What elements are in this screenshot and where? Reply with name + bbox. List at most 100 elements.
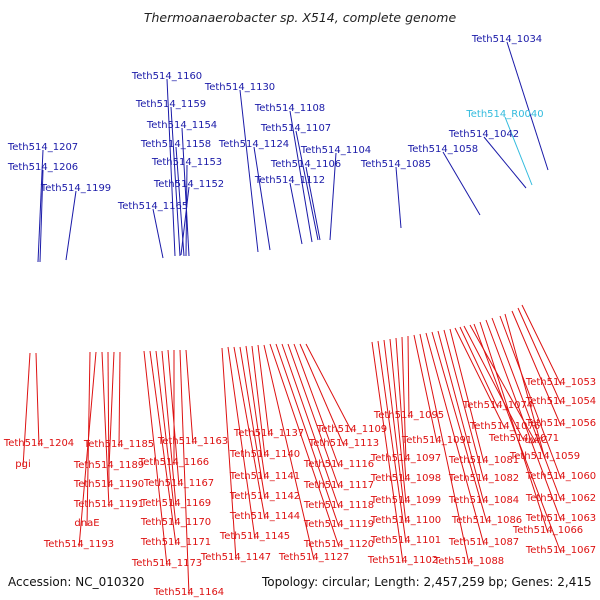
- label-leader-line: [463, 325, 525, 442]
- top-gene-label: Teth514_1108: [254, 103, 325, 114]
- bottom-gene-label: Teth514_1147: [200, 552, 271, 563]
- label-leader-line: [305, 343, 353, 433]
- bottom-gene-label: Teth514_1088: [433, 556, 504, 567]
- bottom-gene-label: Teth514_1185: [83, 439, 154, 450]
- top-gene-label: Teth514_1206: [7, 162, 78, 173]
- top-gene-label: Teth514_1042: [448, 129, 519, 140]
- label-leader-line: [161, 350, 177, 507]
- top-gene-label: Teth514_1107: [260, 123, 331, 134]
- top-gene-label: Teth514_1159: [135, 99, 206, 110]
- label-leader-line: [108, 351, 115, 469]
- top-gene-label: Teth514_1058: [407, 144, 478, 155]
- label-leader-line: [287, 343, 340, 489]
- label-leader-line: [22, 352, 31, 468]
- label-leader-line: [143, 350, 168, 567]
- label-leader-line: [425, 332, 485, 546]
- bottom-gene-label: Teth514_1081: [448, 455, 519, 466]
- label-leader-line: [289, 182, 303, 245]
- label-leader-line: [491, 317, 562, 502]
- label-leader-line: [499, 315, 562, 480]
- label-leader-line: [383, 339, 407, 524]
- label-leader-line: [407, 335, 410, 419]
- label-leader-line: [253, 146, 271, 251]
- label-leader-lines: [22, 41, 562, 596]
- bottom-gene-label: Teth514_1120: [303, 539, 374, 550]
- label-leader-line: [180, 186, 190, 256]
- bottom-gene-label: Teth514_1141: [229, 471, 300, 482]
- bottom-gene-label: Teth514_1056: [525, 418, 596, 429]
- bottom-gene-label: Teth514_1060: [525, 471, 596, 482]
- label-leader-line: [454, 327, 506, 430]
- bottom-gene-label: Teth514_1163: [157, 436, 228, 447]
- bottom-gene-label: Teth514_1084: [448, 495, 519, 506]
- label-leader-line: [35, 352, 40, 447]
- label-leader-line: [506, 41, 549, 171]
- label-leader-line: [155, 350, 177, 526]
- top-gene-label: Teth514_1154: [146, 120, 217, 131]
- bottom-gene-label: Teth514_1204: [3, 438, 74, 449]
- bottom-gene-label: Teth514_1074: [462, 400, 533, 411]
- label-leader-line: [78, 351, 97, 548]
- label-leader-line: [251, 345, 266, 458]
- bottom-gene-label: Teth514_1100: [370, 515, 441, 526]
- bottom-gene-label: Teth514_1191: [73, 499, 144, 510]
- label-leader-line: [289, 110, 313, 243]
- bottom-gene-label: Teth514_1054: [525, 396, 596, 407]
- bottom-gene-label: Teth514_1095: [373, 410, 444, 421]
- bottom-gene-label: Teth514_1193: [43, 539, 114, 550]
- label-leader-line: [179, 349, 190, 596]
- bottom-gene-label: Teth514_1117: [303, 480, 374, 491]
- label-leader-line: [269, 343, 340, 548]
- bottom-gene-label: Teth514_1118: [303, 500, 374, 511]
- label-leader-line: [419, 333, 470, 565]
- label-leader-line: [101, 351, 110, 508]
- label-leader-line: [395, 337, 407, 482]
- label-leader-line: [293, 343, 340, 468]
- label-leader-line: [299, 343, 345, 447]
- top-gene-label: Teth514_1152: [153, 179, 224, 190]
- top-gene-label: Teth514_1207: [7, 142, 78, 153]
- bottom-gene-label: Teth514_1067: [525, 545, 596, 556]
- bottom-gene-label: Teth514_1071: [488, 433, 559, 444]
- bottom-gene-label: Teth514_1190: [73, 479, 144, 490]
- genome-title: Thermoanaerobacter sp. X514, complete ge…: [144, 10, 457, 25]
- bottom-gene-label: Teth514_1097: [370, 453, 441, 464]
- top-gene-label: Teth514_1106: [270, 159, 341, 170]
- label-leader-line: [166, 78, 176, 257]
- bottom-gene-label: Teth514_1062: [525, 493, 596, 504]
- bottom-gene-label: Teth514_1164: [153, 587, 224, 598]
- label-leader-line: [233, 346, 266, 520]
- bottom-gene-label: Teth514_1144: [229, 511, 300, 522]
- bottom-gene-label: Teth514_1086: [451, 515, 522, 526]
- bottom-gene-label: Teth514_1166: [138, 457, 209, 468]
- bottom-gene-label: Teth514_1169: [140, 498, 211, 509]
- bottom-gene-label: Teth514_1066: [512, 525, 583, 536]
- label-leader-line: [281, 343, 340, 509]
- bottom-gene-label: pgi: [15, 459, 30, 470]
- label-leader-line: [152, 208, 164, 259]
- label-leader-line: [479, 321, 549, 534]
- label-leader-line: [442, 151, 481, 216]
- bottom-gene-label: Teth514_1109: [316, 424, 387, 435]
- label-leader-line: [257, 344, 270, 437]
- label-leader-line: [329, 152, 337, 241]
- top-gene-label: Teth514_1112: [254, 175, 325, 186]
- label-leader-line: [459, 326, 499, 409]
- label-leader-line: [275, 343, 340, 528]
- top-gene-label: Teth514_1034: [471, 34, 542, 45]
- genome-summary-text: Topology: circular; Length: 2,457,259 bp…: [261, 575, 592, 589]
- label-leader-line: [239, 89, 259, 253]
- label-leader-line: [449, 328, 485, 464]
- label-leader-line: [395, 166, 402, 229]
- top-gene-label: Teth514_1199: [40, 183, 111, 194]
- bottom-gene-label: Teth514_1142: [229, 491, 300, 502]
- bottom-gene-label: Teth514_1091: [401, 435, 472, 446]
- label-leader-line: [118, 351, 121, 448]
- label-leader-line: [483, 136, 527, 189]
- label-leader-line: [263, 344, 315, 561]
- label-leader-line: [443, 329, 485, 482]
- bottom-gene-label: Teth514_1113: [308, 438, 379, 449]
- top-gene-label: Teth514_1085: [360, 159, 431, 170]
